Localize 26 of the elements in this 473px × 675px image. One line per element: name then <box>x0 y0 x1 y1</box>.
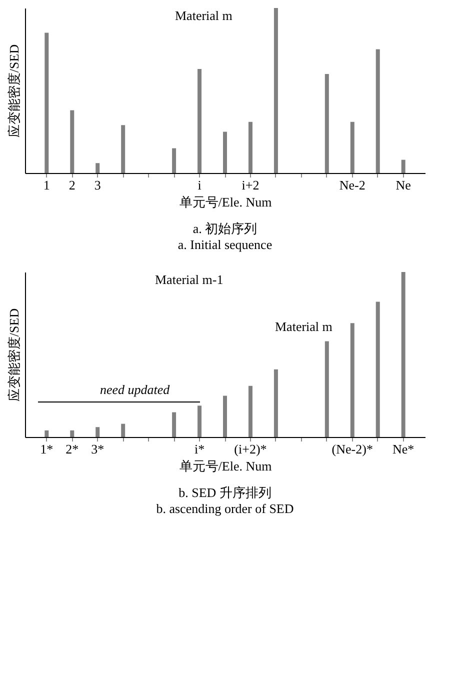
x-tick-label: Ne <box>396 178 412 192</box>
text: b. ascending order of SED <box>156 501 294 516</box>
x-tick-label: i+2 <box>242 178 260 192</box>
x-tick-label: 3 <box>94 178 101 192</box>
x-axis-title: 单元号/Ele. Num <box>179 194 272 210</box>
text: a. Initial sequence <box>178 237 272 252</box>
x-axis-title: 单元号/Ele. Num <box>179 458 272 474</box>
x-tick-label: i* <box>194 442 205 456</box>
annotation: need updated <box>100 382 170 397</box>
annotation: Material m <box>275 319 332 334</box>
x-tick-label: (Ne-2)* <box>332 442 373 456</box>
x-tick-label: 1 <box>43 178 50 192</box>
text: b. SED 升序排列 <box>178 485 272 500</box>
x-tick-label: Ne-2 <box>339 178 366 192</box>
annotation: Material m-1 <box>155 272 224 287</box>
x-tick-label: (i+2)* <box>234 442 267 456</box>
y-axis-title: 应变能密度/SED <box>6 308 22 402</box>
x-tick-label: 1* <box>40 442 54 456</box>
y-axis-title: 应变能密度/SED <box>6 44 22 138</box>
x-tick-label: 2* <box>66 442 79 456</box>
annotation: Material m <box>175 8 232 23</box>
x-tick-label: 3* <box>91 442 104 456</box>
x-tick-label: i <box>198 178 202 192</box>
x-tick-label: Ne* <box>392 442 414 456</box>
text: a. 初始序列 <box>192 221 258 236</box>
x-tick-label: 2 <box>68 178 76 192</box>
